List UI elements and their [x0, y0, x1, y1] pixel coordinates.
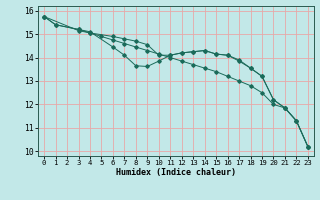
X-axis label: Humidex (Indice chaleur): Humidex (Indice chaleur) — [116, 168, 236, 177]
